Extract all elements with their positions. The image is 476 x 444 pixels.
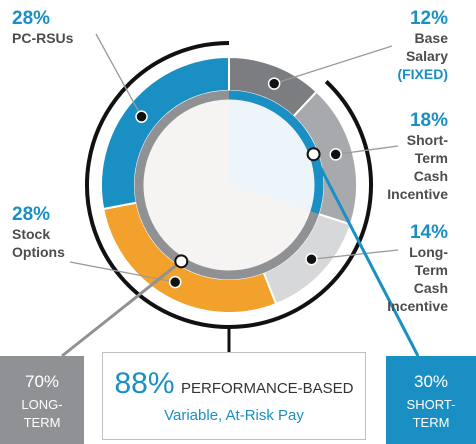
leader-base [273, 45, 393, 85]
short-term-box: 30% SHORT- TERM [386, 356, 476, 444]
pct-label-rsu: 28% [12, 8, 50, 29]
dot-stci [329, 148, 342, 161]
inner-ring-group [134, 90, 324, 280]
slice-label-base: Base [415, 30, 449, 46]
dot-stock [168, 275, 182, 289]
slice-label-stci: Incentive [387, 186, 448, 202]
slice-label-stock: Stock [12, 226, 50, 242]
bracket-performance [85, 41, 373, 329]
performance-box: 88% PERFORMANCE-BASED Variable, At-Risk … [102, 352, 366, 440]
leader-rsu [95, 33, 143, 117]
short-term-label: SHORT- TERM [406, 397, 456, 430]
slice-label-rsu: PC-RSUs [12, 30, 74, 46]
dot-base [267, 77, 281, 90]
dot-ltci [305, 253, 318, 266]
dot-rsu [135, 110, 148, 123]
leader-long-term [61, 260, 183, 358]
slice-label-ltci: Term [415, 262, 448, 278]
label-group: 12%Base Salary (FIXED) 18%Short- Term Cash Inc… [12, 8, 448, 314]
pct-label-ltci: 14% [410, 222, 448, 243]
long-term-value: 70% [24, 372, 60, 391]
leader-stci [335, 145, 399, 156]
performance-subtitle: Variable, At-Risk Pay [164, 407, 304, 424]
leader-ltci [311, 249, 399, 260]
leader-short-term [312, 153, 420, 357]
leader-group [61, 33, 420, 358]
slice-label-ltci: Cash [414, 280, 448, 296]
slice-label-base: (FIXED) [397, 66, 448, 82]
pct-label-stci: 18% [410, 110, 448, 131]
slice-label-base: Salary [406, 48, 448, 64]
slice-label-stci: Term [415, 150, 448, 166]
inner-short-fill [229, 99, 315, 212]
performance-value: 88% [114, 367, 175, 400]
bracket-group [85, 41, 373, 352]
long-term-label: LONG- TERM [21, 397, 63, 430]
long-term-box: 70% LONG- TERM [0, 356, 84, 444]
inner-ring-long [134, 90, 319, 280]
performance-title: PERFORMANCE-BASED [180, 380, 354, 397]
slice-label-stci: Cash [414, 168, 448, 184]
slice-label-stock: Options [12, 244, 65, 260]
pct-label-stock: 28% [12, 204, 50, 225]
short-term-value: 30% [413, 372, 449, 391]
inner-ring-short [228, 90, 324, 215]
slice-label-stci: Short- [407, 132, 449, 148]
marker-long-term [174, 254, 189, 269]
marker-short-term [306, 147, 321, 162]
slice-label-ltci: Incentive [387, 298, 448, 314]
slice-label-ltci: Long- [409, 244, 448, 260]
pct-label-base: 12% [410, 8, 448, 29]
